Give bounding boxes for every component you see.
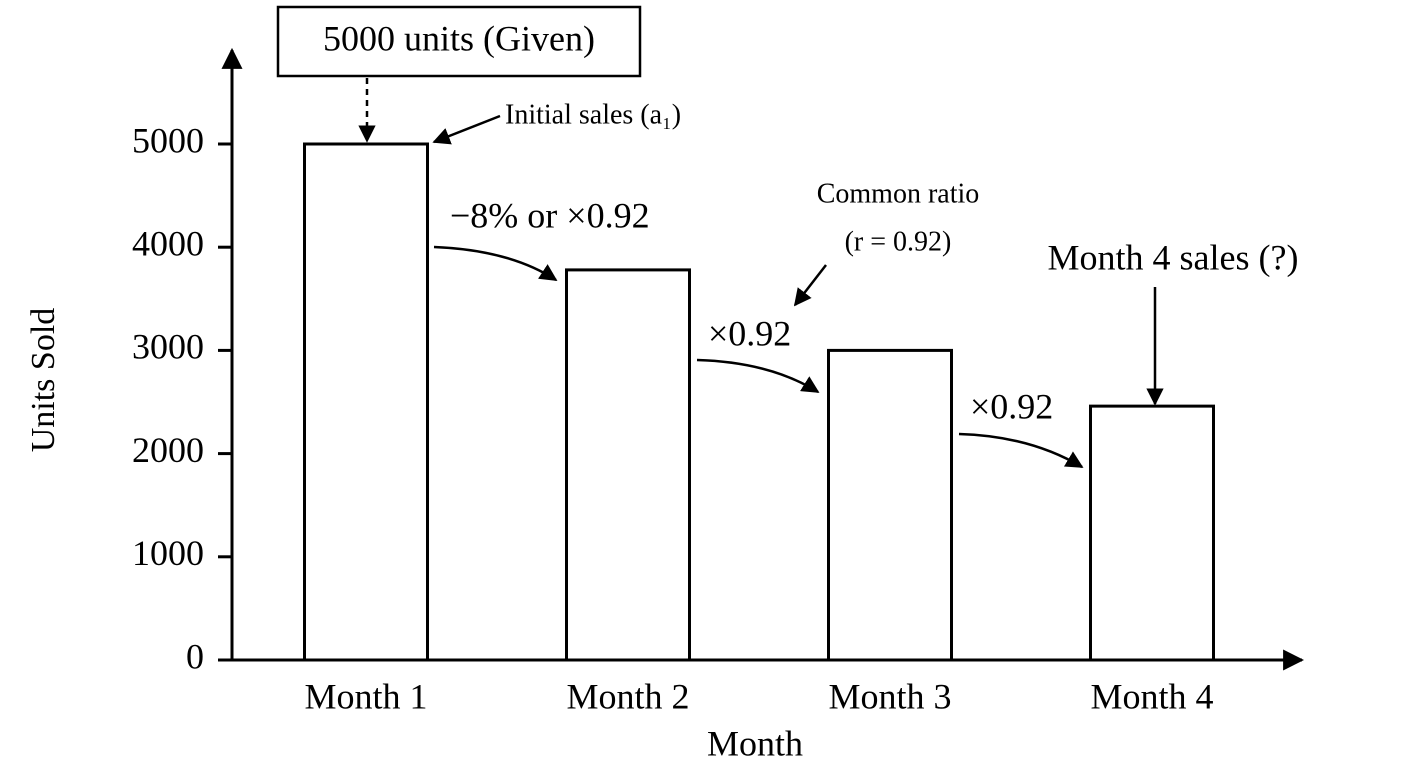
annotation-arrow — [793, 264, 827, 307]
annotation: ×0.92 — [708, 313, 791, 353]
x-tick-label: Month 4 — [1090, 676, 1213, 716]
y-tick-label: 0 — [186, 636, 204, 676]
annotation-arrow — [696, 358, 820, 394]
y-tick-label: 2000 — [132, 430, 204, 470]
annotation: Month 4 sales (?) — [1048, 237, 1299, 277]
x-axis-label: Month — [707, 723, 803, 763]
y-tick-label: 3000 — [132, 327, 204, 367]
x-tick-label: Month 2 — [566, 676, 689, 716]
bar — [565, 268, 691, 662]
y-tick-label: 5000 — [132, 120, 204, 160]
annotation-box — [276, 5, 642, 78]
bar — [827, 348, 953, 662]
bar — [303, 142, 429, 662]
y-tick-label: 1000 — [132, 533, 204, 573]
annotation: Common ratio — [817, 178, 980, 209]
annotation: 5000 units (Given) — [323, 18, 595, 58]
x-tick-label: Month 3 — [828, 676, 951, 716]
x-tick-label: Month 1 — [304, 676, 427, 716]
annotation-arrow — [432, 114, 501, 145]
annotation-arrow — [433, 245, 558, 282]
annotation: ×0.92 — [970, 386, 1053, 426]
annotation: Initial sales (a₁) — [505, 99, 681, 130]
annotation: −8% or ×0.92 — [450, 195, 650, 235]
y-tick-label: 4000 — [132, 223, 204, 263]
y-axis-label: Units Sold — [25, 308, 62, 453]
bar — [1089, 404, 1215, 662]
annotation: (r = 0.92) — [845, 226, 952, 257]
annotation-arrow — [958, 432, 1084, 469]
